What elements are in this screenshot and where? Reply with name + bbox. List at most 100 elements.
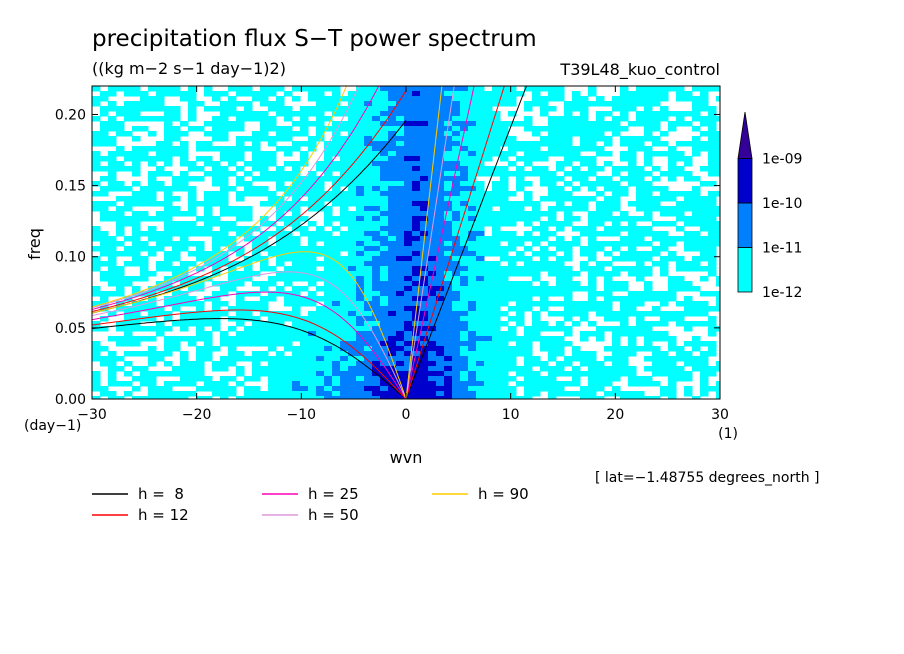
heatmap-cell <box>420 111 429 117</box>
heatmap-cell <box>428 221 437 227</box>
heatmap-cell <box>100 166 109 172</box>
heatmap-cell <box>132 161 141 167</box>
heatmap-cell <box>684 231 693 237</box>
heatmap-cell <box>372 151 381 157</box>
heatmap-cell <box>476 126 485 132</box>
heatmap-cell <box>572 391 581 397</box>
heatmap-cell <box>596 136 605 142</box>
heatmap-cell <box>436 221 445 227</box>
heatmap-cell <box>548 91 557 97</box>
heatmap-cell <box>300 186 309 192</box>
heatmap-cell <box>396 171 405 177</box>
heatmap-cell <box>324 86 333 92</box>
heatmap-cell <box>212 116 221 122</box>
heatmap-cell <box>148 376 157 382</box>
heatmap-cell <box>476 256 485 262</box>
heatmap-cell <box>260 301 269 307</box>
heatmap-cell <box>548 126 557 132</box>
heatmap-cell <box>540 171 549 177</box>
heatmap-cell <box>388 121 397 127</box>
heatmap-cell <box>244 236 253 242</box>
heatmap-cell <box>132 191 141 197</box>
heatmap-cell <box>668 396 677 399</box>
heatmap-cell <box>268 196 277 202</box>
heatmap-cell <box>468 306 477 312</box>
rossby-curve-h90 <box>92 251 407 399</box>
heatmap-cell <box>476 181 485 187</box>
heatmap-cell <box>220 221 229 227</box>
heatmap-cell <box>244 206 253 212</box>
heatmap-cell <box>468 251 477 257</box>
heatmap-cell <box>420 231 429 237</box>
heatmap-cell <box>420 381 429 387</box>
heatmap-cell <box>684 206 693 212</box>
heatmap-cell <box>484 301 493 307</box>
heatmap-cell <box>148 251 157 257</box>
heatmap-cell <box>716 386 720 392</box>
heatmap-cell <box>108 86 117 92</box>
heatmap-cell <box>244 336 253 342</box>
heatmap-cell <box>396 91 405 97</box>
heatmap-cell <box>380 311 389 317</box>
heatmap-cell <box>596 211 605 217</box>
heatmap-cell <box>660 236 669 242</box>
heatmap-cell <box>644 196 653 202</box>
heatmap-cell <box>300 381 309 387</box>
heatmap-cell <box>396 256 405 262</box>
heatmap-cell <box>676 301 685 307</box>
heatmap-cell <box>492 171 501 177</box>
heatmap-cell <box>140 271 149 277</box>
heatmap-cell <box>236 371 245 377</box>
heatmap-cell <box>332 336 341 342</box>
heatmap-cell <box>412 166 421 172</box>
heatmap-cell <box>452 96 461 102</box>
heatmap-cell <box>156 331 165 337</box>
heatmap-cell <box>180 171 189 177</box>
heatmap-cell <box>252 246 261 252</box>
heatmap-cell <box>244 146 253 152</box>
heatmap-cell <box>292 361 301 367</box>
heatmap-cell <box>252 291 261 297</box>
heatmap-cell <box>316 231 325 237</box>
heatmap-cell <box>548 381 557 387</box>
heatmap-cell <box>236 191 245 197</box>
heatmap-cell <box>460 181 469 187</box>
heatmap-cell <box>156 91 165 97</box>
heatmap-cell <box>588 286 597 292</box>
heatmap-cell <box>396 351 405 357</box>
heatmap-cell <box>540 211 549 217</box>
heatmap-cell <box>556 336 565 342</box>
heatmap-cell <box>460 346 469 352</box>
heatmap-cell <box>116 341 125 347</box>
heatmap-cell <box>508 201 517 207</box>
heatmap-cell <box>196 396 205 399</box>
heatmap-cell <box>124 86 133 92</box>
heatmap-cell <box>276 326 285 332</box>
heatmap-cell <box>276 106 285 112</box>
heatmap-cell <box>492 186 501 192</box>
heatmap-cell <box>540 281 549 287</box>
heatmap-cell <box>700 391 709 397</box>
heatmap-cell <box>124 201 133 207</box>
heatmap-cell <box>228 386 237 392</box>
heatmap-cell <box>484 221 493 227</box>
heatmap-cell <box>588 226 597 232</box>
heatmap-cell <box>484 91 493 97</box>
heatmap-cell <box>500 86 509 92</box>
heatmap-cell <box>236 111 245 117</box>
heatmap-cell <box>580 251 589 257</box>
heatmap-cell <box>604 126 613 132</box>
heatmap-cell <box>628 156 637 162</box>
heatmap-cell <box>260 311 269 317</box>
heatmap-cell <box>364 261 373 267</box>
heatmap-cell <box>572 101 581 107</box>
heatmap-cell <box>276 291 285 297</box>
heatmap-cell <box>516 371 525 377</box>
heatmap-cell <box>292 251 301 257</box>
heatmap-cell <box>596 131 605 137</box>
heatmap-cell <box>492 136 501 142</box>
heatmap-cell <box>492 166 501 172</box>
heatmap-cell <box>460 161 469 167</box>
heatmap-cell <box>588 166 597 172</box>
heatmap-cell <box>364 386 373 392</box>
